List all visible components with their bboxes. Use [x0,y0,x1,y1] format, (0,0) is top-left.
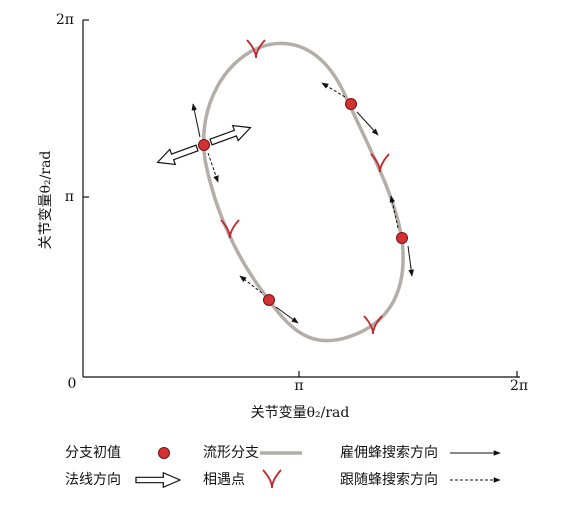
y-tick-label: 2π [56,12,74,28]
meeting-points [220,39,390,335]
legend-label: 雇佣蜂搜索方向 [340,444,438,461]
y-axis-label: 关节变量θ₂/rad [38,151,54,250]
legend-label: 跟随蜂搜索方向 [340,471,438,488]
x-axis-label: 关节变量θ₂/rad [251,405,350,421]
x-tick-label: 2π [510,378,528,394]
y-tick-label: π [65,189,74,205]
initial-points [198,98,408,306]
legend-label: 分支初值 [65,444,121,461]
axes: 2π π 0 π 2π 关节变量θ₂/rad 关节变量θ₂/rad [38,12,528,421]
search-arrows [154,82,414,324]
origin-label: 0 [68,376,77,392]
manifold-curve [202,41,405,343]
legend-label: 流形分支 [203,445,259,461]
x-tick-label: π [294,378,303,394]
legend-label: 相遇点 [203,472,245,488]
legend: 分支初值 流形分支 雇佣蜂搜索方向 法线方向 相遇点 跟随蜂搜索方向 [65,444,501,489]
legend-label: 法线方向 [65,472,121,488]
